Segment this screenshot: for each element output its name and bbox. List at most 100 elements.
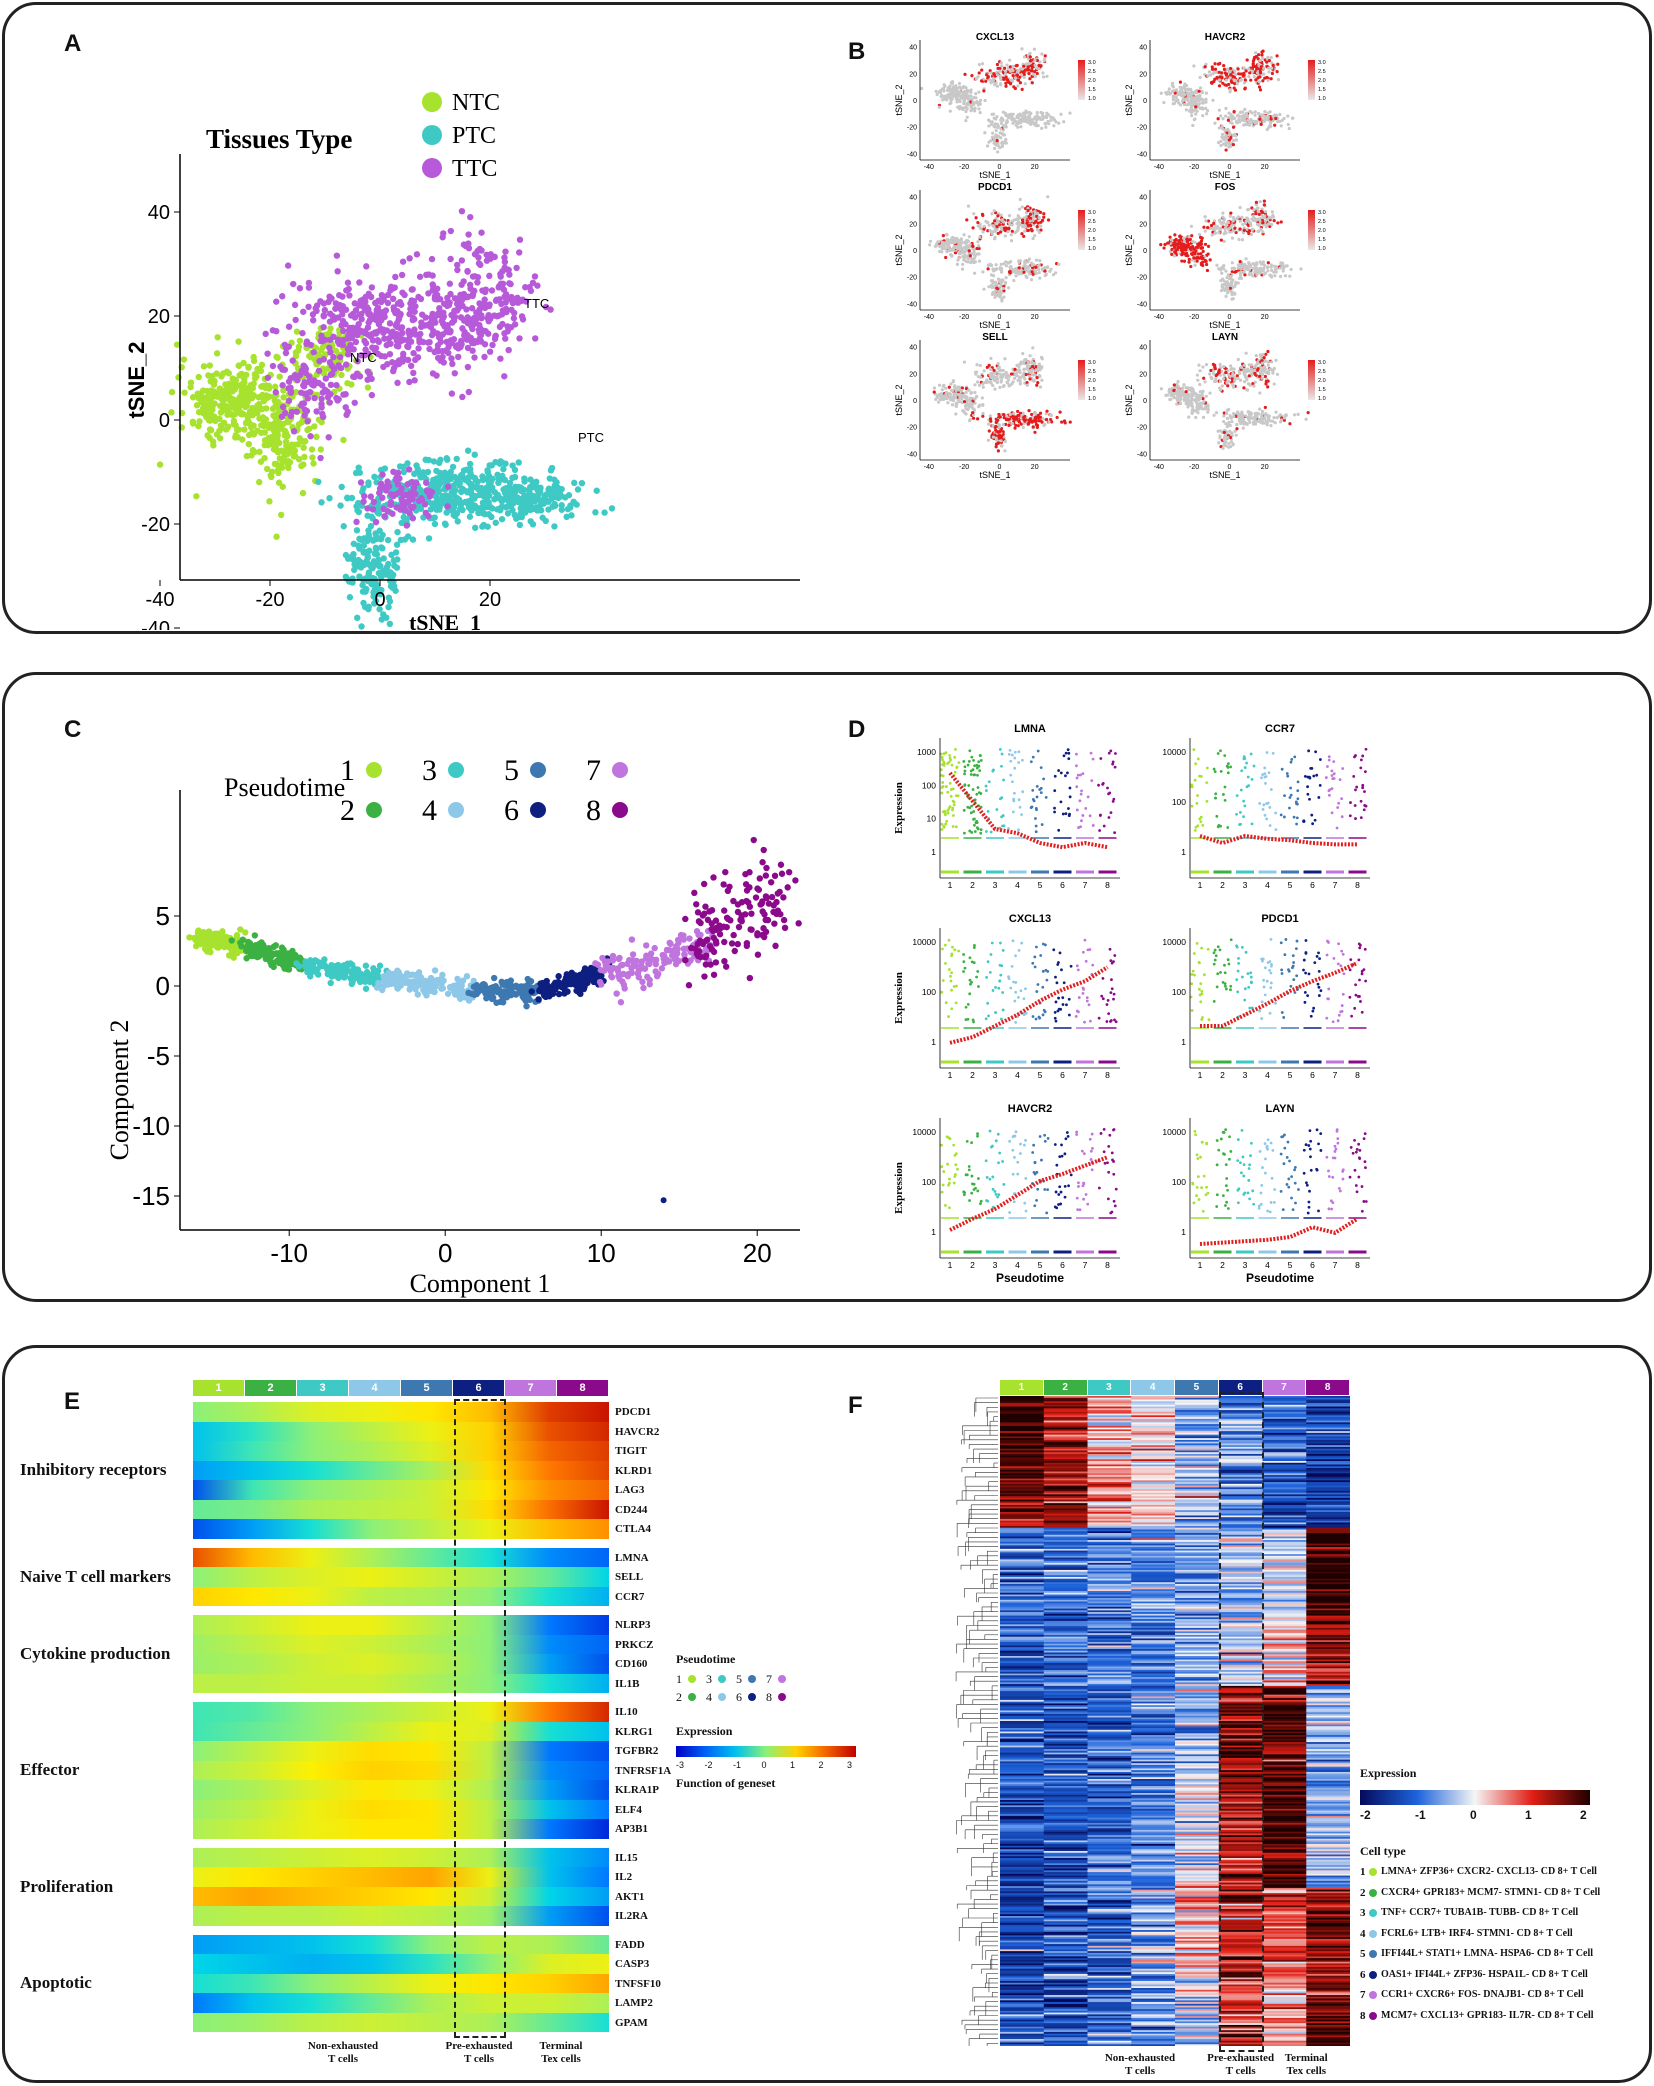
- tsne-point: [378, 298, 385, 306]
- feature-point: [1261, 120, 1266, 124]
- tsne-point: [195, 373, 202, 381]
- feature-point: [983, 131, 987, 135]
- x-axis-label: tSNE_1: [1209, 170, 1240, 180]
- feature-point: [1012, 85, 1016, 89]
- tsne-point: [318, 332, 325, 339]
- tsne-point: [445, 343, 452, 351]
- tsne-point: [296, 337, 304, 344]
- feature-point: [1185, 239, 1189, 243]
- tsne-point: [232, 432, 240, 439]
- feature-point: [956, 258, 960, 262]
- tsne-point: [372, 597, 380, 604]
- x-tick-label: 20: [1261, 164, 1269, 171]
- feature-point: [1225, 275, 1229, 280]
- tsne-point: [436, 480, 444, 488]
- feature-point: [1233, 116, 1237, 120]
- feature-point: [943, 241, 948, 245]
- feature-point: [998, 69, 1002, 73]
- tsne-point: [459, 485, 466, 492]
- feature-point: [1023, 260, 1028, 264]
- tsne-point: [436, 334, 444, 342]
- tsne-point: [441, 469, 449, 476]
- tsne-point: [304, 418, 311, 425]
- feature-point: [950, 97, 954, 101]
- tsne-point: [425, 535, 433, 542]
- tsne-point: [502, 460, 509, 467]
- tsne-point: [338, 483, 345, 491]
- tsne-point: [574, 486, 582, 493]
- feature-point: [1024, 206, 1028, 211]
- tsne-point: [529, 521, 537, 528]
- tsne-point: [273, 533, 280, 540]
- feature-point: [1215, 225, 1219, 229]
- feature-point: [1028, 370, 1032, 374]
- tsne-point: [537, 501, 544, 508]
- feature-point: [1221, 211, 1225, 215]
- tsne-point: [276, 373, 283, 380]
- feature-point: [1278, 112, 1282, 117]
- tsne-point: [410, 297, 418, 305]
- feature-point: [1189, 224, 1194, 228]
- tsne-point: [266, 421, 273, 428]
- tsne-point: [497, 280, 505, 287]
- feature-point: [1257, 85, 1262, 89]
- feature-point: [1020, 232, 1024, 236]
- tsne-point: [424, 339, 432, 346]
- feature-point: [1270, 268, 1274, 272]
- feature-point: [1251, 274, 1255, 278]
- feature-point: [1198, 86, 1203, 90]
- tsne-point: [285, 464, 292, 472]
- feature-point: [963, 255, 968, 259]
- feature-point: [978, 226, 982, 230]
- feature-point: [1020, 47, 1024, 51]
- feature-point: [975, 246, 979, 251]
- tsne-point: [440, 230, 447, 237]
- feature-point: [1266, 265, 1270, 269]
- tsne-point: [418, 311, 426, 318]
- feature-point: [1031, 378, 1035, 382]
- y-tick-label: 20: [1139, 71, 1147, 78]
- feature-point: [1243, 273, 1247, 277]
- feature-point: [1274, 116, 1278, 121]
- feature-point: [1246, 218, 1250, 223]
- tsne-point: [504, 510, 512, 517]
- feature-point: [1010, 223, 1014, 227]
- feature-point: [990, 120, 994, 124]
- feature-point: [1266, 115, 1271, 120]
- feature-point: [1170, 89, 1174, 94]
- feature-point: [1007, 261, 1011, 265]
- tsne-point: [448, 355, 455, 362]
- feature-point: [1022, 361, 1026, 365]
- tsne-point: [464, 268, 471, 275]
- tsne-point: [354, 358, 361, 365]
- tsne-point: [318, 418, 325, 426]
- tsne-point: [337, 364, 345, 372]
- tsne-point: [319, 389, 327, 396]
- feature-point: [995, 225, 999, 229]
- feature-point: [1021, 351, 1025, 356]
- feature-point: [1242, 71, 1246, 75]
- feature-point: [1004, 84, 1008, 88]
- feature-point: [1230, 261, 1234, 265]
- tsne-point: [187, 379, 195, 386]
- tsne-point: [364, 376, 371, 383]
- feature-point: [1216, 141, 1221, 145]
- tsne-point: [351, 314, 359, 321]
- feature-point: [1217, 267, 1221, 271]
- feature-point: [1008, 81, 1013, 86]
- feature-point: [964, 109, 968, 114]
- feature-point: [934, 397, 938, 401]
- tsne-point: [311, 377, 318, 384]
- feature-point: [993, 387, 997, 391]
- tsne-point: [424, 468, 432, 476]
- feature-point: [1035, 416, 1039, 420]
- feature-point: [1234, 230, 1238, 235]
- tsne-point: [399, 354, 407, 361]
- tsne-point: [546, 475, 554, 482]
- feature-point: [928, 243, 932, 247]
- feature-point: [974, 92, 978, 96]
- feature-point: [990, 285, 994, 290]
- feature-point: [1182, 259, 1187, 263]
- feature-point: [999, 121, 1004, 125]
- tsne-point: [326, 494, 333, 502]
